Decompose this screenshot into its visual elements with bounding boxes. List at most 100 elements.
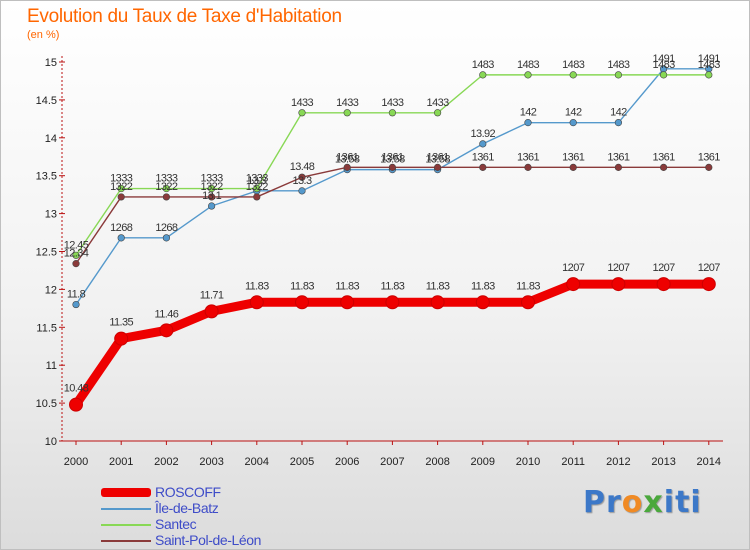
x-tick-label: 2004	[245, 456, 269, 468]
x-tick-label: 2011	[561, 456, 585, 468]
data-point	[114, 331, 129, 346]
data-label: 1491	[698, 53, 721, 65]
data-point	[388, 109, 397, 117]
x-tick-label: 2005	[290, 456, 314, 468]
data-label: 11.83	[245, 280, 269, 292]
data-point	[343, 109, 351, 117]
data-label: 1361	[381, 151, 404, 163]
data-point	[521, 295, 535, 310]
data-point	[434, 109, 442, 117]
y-tick-label: 12.5	[36, 247, 57, 259]
data-label: 1207	[607, 262, 630, 274]
data-label: 1322	[201, 181, 224, 193]
data-label: 13.58	[380, 154, 405, 166]
data-label: 13.3	[247, 175, 266, 187]
data-label: 11.83	[471, 280, 495, 292]
data-label: 1322	[110, 181, 133, 193]
y-tick-label: 11.5	[36, 322, 57, 334]
data-point	[388, 163, 397, 171]
proxiti-logo: Proxiti	[583, 485, 702, 520]
y-tick-label: 13.5	[36, 171, 57, 183]
data-point	[208, 184, 216, 193]
data-label: 11.83	[426, 280, 450, 292]
data-point	[434, 163, 442, 171]
data-point	[569, 119, 577, 127]
data-point	[117, 184, 125, 193]
data-point	[295, 295, 309, 310]
data-point	[72, 260, 80, 268]
data-point	[524, 71, 532, 79]
y-tick-label: 10.5	[36, 398, 57, 410]
x-tick-label: 2008	[425, 456, 449, 468]
data-point	[385, 295, 400, 310]
data-label: 1361	[698, 151, 721, 163]
data-point	[659, 163, 668, 171]
x-tick-label: 2010	[516, 456, 540, 468]
data-label: 1322	[155, 181, 178, 193]
data-label: 142	[520, 107, 537, 119]
y-tick-label: 11	[46, 360, 57, 372]
data-point	[162, 184, 170, 193]
data-label: 1333	[110, 173, 133, 185]
data-label: 1483	[698, 59, 721, 71]
y-tick-label: 12	[45, 284, 57, 296]
data-point	[298, 187, 306, 195]
x-tick-label: 2003	[199, 456, 223, 468]
chart-y-unit: (en %)	[27, 29, 60, 41]
chart-title: Evolution du Taux de Taxe d'Habitation	[27, 6, 342, 27]
data-label: 1483	[607, 59, 630, 71]
chart-legend: ROSCOFF Île-de-Batz Santec Saint-Pol-de-Léo…	[101, 484, 341, 549]
data-label: 11.46	[155, 308, 179, 320]
data-point	[253, 193, 261, 201]
data-label: 1483	[517, 59, 540, 71]
data-point	[208, 202, 216, 210]
data-label: 10.48	[64, 383, 89, 395]
data-point	[475, 295, 490, 310]
data-label: 1333	[201, 173, 224, 185]
data-point	[253, 184, 261, 193]
x-tick-label: 2000	[64, 456, 88, 468]
data-label: 1433	[336, 97, 359, 109]
legend-item: ROSCOFF	[101, 484, 341, 501]
data-point	[524, 163, 532, 171]
data-point	[162, 193, 170, 201]
data-label: 1433	[427, 97, 450, 109]
x-tick-label: 2014	[697, 456, 721, 468]
data-point	[479, 71, 487, 79]
data-label: 11.71	[200, 289, 224, 301]
data-label: 1207	[562, 262, 585, 274]
data-label: 1433	[381, 97, 404, 109]
data-label: 1333	[155, 173, 178, 185]
data-point	[162, 234, 170, 242]
data-point	[614, 119, 623, 127]
data-label: 13.92	[471, 128, 496, 140]
data-point	[479, 163, 487, 171]
data-point	[614, 71, 623, 79]
data-point	[298, 173, 306, 181]
legend-swatch	[101, 524, 151, 526]
legend-label: Île-de-Batz	[155, 500, 219, 516]
legend-label: ROSCOFF	[155, 484, 221, 500]
y-tick-label: 14	[45, 133, 57, 145]
data-point	[117, 193, 125, 201]
data-label: 1207	[698, 262, 721, 274]
data-label: 1491	[653, 53, 676, 65]
data-label: 11.83	[381, 280, 405, 292]
data-point	[524, 119, 532, 127]
legend-label: Santec	[155, 516, 197, 532]
data-label: 13.58	[335, 154, 360, 166]
data-label: 11.35	[109, 317, 133, 329]
data-label: 1361	[653, 151, 676, 163]
data-point	[656, 277, 671, 292]
data-point	[298, 109, 306, 117]
data-point	[569, 71, 577, 79]
data-label: 142	[565, 107, 582, 119]
data-label: 1361	[336, 151, 359, 163]
x-tick-label: 2002	[154, 456, 178, 468]
data-label: 1268	[110, 222, 133, 234]
legend-swatch	[101, 508, 151, 510]
data-label: 13.58	[425, 154, 450, 166]
data-point	[566, 277, 581, 292]
series-roscoff	[69, 277, 716, 412]
